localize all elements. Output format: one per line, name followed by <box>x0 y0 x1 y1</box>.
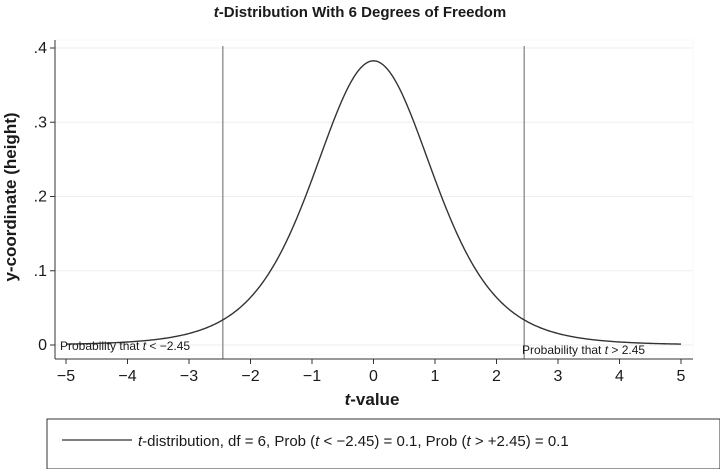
x-tick-label: 5 <box>677 368 686 385</box>
x-tick-label: 4 <box>615 368 624 385</box>
x-axis-label-italic: t <box>345 390 352 409</box>
x-tick-label: −5 <box>57 368 75 385</box>
gridlines <box>55 47 693 346</box>
legend-box <box>46 418 720 469</box>
plot-area <box>54 39 694 356</box>
critical-value-lines <box>222 46 525 359</box>
y-tick-label: .2 <box>34 189 47 206</box>
y-tick-label: .1 <box>34 263 47 280</box>
x-tick-label: 1 <box>431 368 440 385</box>
series-line-t-distribution <box>65 60 682 345</box>
x-tick-label: −1 <box>303 368 321 385</box>
x-tick-label: −3 <box>180 368 198 385</box>
chart-title: t-Distribution With 6 Degrees of Freedom <box>214 4 506 21</box>
series-layer <box>65 60 682 345</box>
y-axis-label: y-coordinate (height) <box>1 112 20 281</box>
y-tick-label: .4 <box>34 40 47 57</box>
x-axis-label-rest: -value <box>350 390 399 409</box>
x-tick-label: −4 <box>118 368 136 385</box>
x-tick-label: −2 <box>241 368 259 385</box>
legend-label: t-distribution, df = 6, Prob (t < −2.45)… <box>138 433 569 450</box>
x-tick-label: 2 <box>492 368 501 385</box>
chart-title-italic: t <box>214 4 220 21</box>
annotation-left: Probability that t < −2.45 <box>60 339 190 353</box>
y-tick-label: .3 <box>34 114 47 131</box>
annotation-right: Probability that t > 2.45 <box>522 343 645 357</box>
chart-title-rest: -Distribution With 6 Degrees of Freedom <box>219 4 506 21</box>
x-tick-label: 3 <box>554 368 563 385</box>
y-tick-label: 0 <box>38 337 47 354</box>
x-axis-ticks: −5 −4 −3 −2 −1 0 1 2 3 4 5 <box>57 359 686 385</box>
x-axis-label: t-value <box>345 390 400 409</box>
x-tick-label: 0 <box>369 368 378 385</box>
y-axis-ticks: 0 .1 .2 .3 .4 <box>34 40 55 354</box>
